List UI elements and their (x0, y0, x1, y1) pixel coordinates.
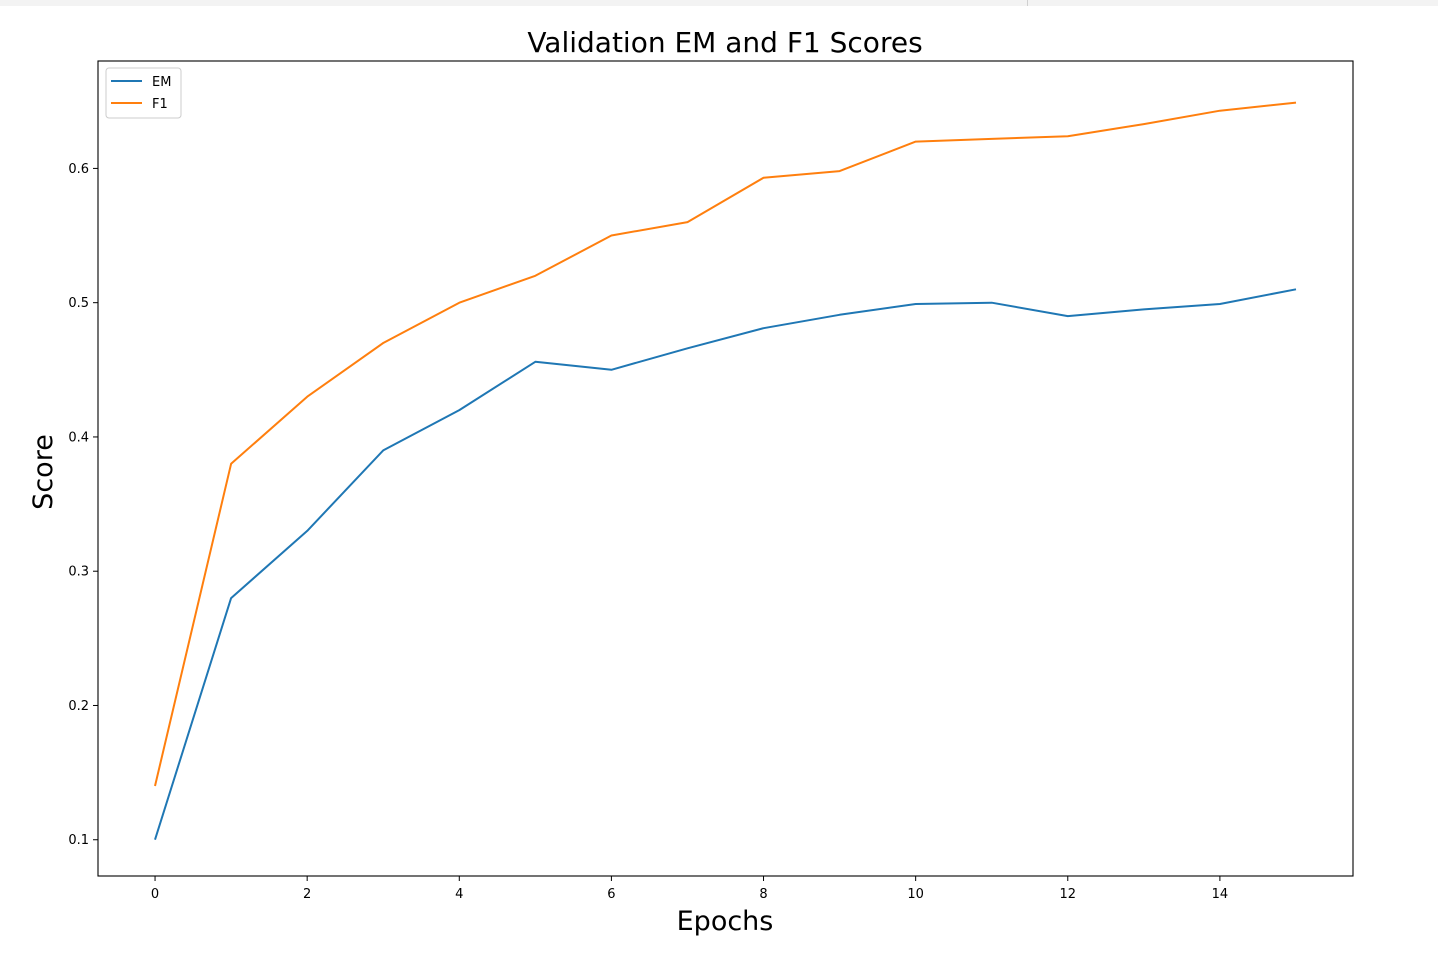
x-tick-label: 6 (607, 887, 615, 902)
y-tick-label: 0.2 (68, 699, 89, 714)
y-tick-label: 0.5 (68, 296, 89, 311)
x-axis-ticks: 0 2 4 6 8 10 12 14 (151, 876, 1228, 902)
series-line-f1 (154, 101, 1297, 787)
x-tick-label: 8 (759, 887, 767, 902)
x-tick-label: 4 (455, 887, 463, 902)
y-axis-ticks: 0.1 0.2 0.3 0.4 0.5 0.6 (68, 162, 98, 848)
x-tick-label: 0 (151, 887, 159, 902)
chart-title: Validation EM and F1 Scores (527, 26, 922, 59)
plot-area (97, 60, 1354, 877)
x-axis-label: Epochs (677, 906, 774, 937)
y-tick-label: 0.3 (68, 565, 89, 580)
y-tick-label: 0.1 (68, 833, 89, 848)
x-tick-label: 10 (907, 887, 924, 902)
legend-label-f1: F1 (152, 97, 168, 112)
x-tick-label: 12 (1059, 887, 1076, 902)
x-tick-label: 2 (303, 887, 311, 902)
series-line-em (154, 288, 1297, 841)
plot-frame (97, 60, 1354, 877)
y-tick-label: 0.4 (68, 430, 89, 445)
legend: EM F1 (105, 67, 182, 119)
x-tick-label: 14 (1212, 887, 1229, 902)
legend-label-em: EM (152, 75, 171, 90)
series-lines (154, 101, 1297, 841)
y-tick-label: 0.6 (68, 162, 89, 177)
toolbar-divider (1027, 0, 1028, 6)
top-toolbar-strip (0, 0, 1438, 6)
y-axis-label: Score (28, 434, 59, 510)
